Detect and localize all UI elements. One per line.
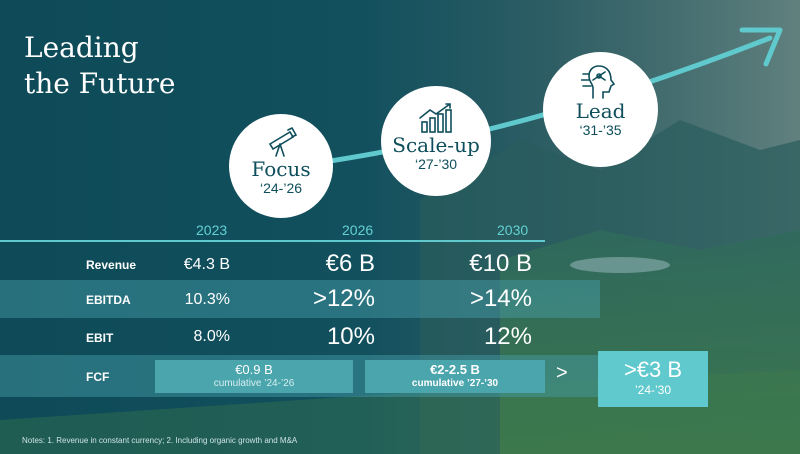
fcf-total-value: >€3 B bbox=[623, 357, 683, 382]
phase-years: ‘31-’35 bbox=[579, 122, 622, 138]
fcf-note: cumulative ’24-’26 bbox=[213, 378, 295, 389]
value-2030: €10 B bbox=[469, 250, 532, 277]
phase-years: ‘27-’30 bbox=[414, 156, 458, 172]
fcf-value: €0.9 B bbox=[235, 362, 273, 377]
bar-chart-growth-icon bbox=[419, 103, 452, 133]
value-2023: 8.0% bbox=[193, 328, 230, 345]
table-header-divider bbox=[0, 240, 545, 242]
value-2023: 10.3% bbox=[184, 291, 230, 308]
row-label: Revenue bbox=[86, 258, 137, 272]
fcf-box-27-30: €2-2.5 B cumulative ’27-’30 bbox=[365, 360, 545, 393]
phase-name: Focus bbox=[251, 157, 311, 181]
fcf-box-24-26: €0.9 B cumulative ’24-’26 bbox=[155, 360, 353, 393]
phase-name: Scale-up bbox=[392, 133, 480, 157]
year-header-2026: 2026 bbox=[342, 222, 374, 238]
phase-circle-focus: Focus ‘24-’26 bbox=[229, 114, 333, 218]
row-label: EBITDA bbox=[86, 293, 131, 307]
ai-head-icon bbox=[580, 65, 615, 99]
fcf-value: €2-2.5 B bbox=[430, 362, 480, 377]
row-label: EBIT bbox=[86, 331, 114, 345]
fcf-total-note: ’24-’30 bbox=[634, 383, 672, 397]
phase-name: Lead bbox=[575, 99, 626, 123]
chevron-right-icon: > bbox=[556, 362, 568, 384]
page-title: Leading the Future bbox=[24, 30, 175, 102]
title-line-1: Leading bbox=[24, 31, 139, 64]
row-band-ebitda bbox=[0, 280, 600, 318]
fcf-note: cumulative ’27-’30 bbox=[411, 378, 499, 389]
phase-years: ‘24-’26 bbox=[259, 180, 303, 196]
row-label: FCF bbox=[86, 370, 110, 384]
year-header-2030: 2030 bbox=[497, 222, 529, 238]
phase-circle-scale-up: Scale-up ‘27-’30 bbox=[381, 86, 491, 196]
year-header-2023: 2023 bbox=[196, 222, 228, 238]
value-2030: >14% bbox=[469, 285, 532, 312]
value-2023: €4.3 B bbox=[183, 256, 230, 273]
fcf-box-total: >€3 B ’24-’30 bbox=[598, 351, 708, 407]
title-line-2: the Future bbox=[24, 67, 176, 100]
telescope-icon bbox=[268, 126, 298, 157]
value-2030: 12% bbox=[483, 323, 532, 350]
value-2026: 10% bbox=[326, 323, 375, 350]
phase-circle-lead: Lead ‘31-’35 bbox=[543, 52, 658, 167]
footnotes: Notes: 1. Revenue in constant currency; … bbox=[22, 436, 298, 445]
value-2026: >12% bbox=[312, 285, 375, 312]
value-2026: €6 B bbox=[325, 250, 375, 277]
